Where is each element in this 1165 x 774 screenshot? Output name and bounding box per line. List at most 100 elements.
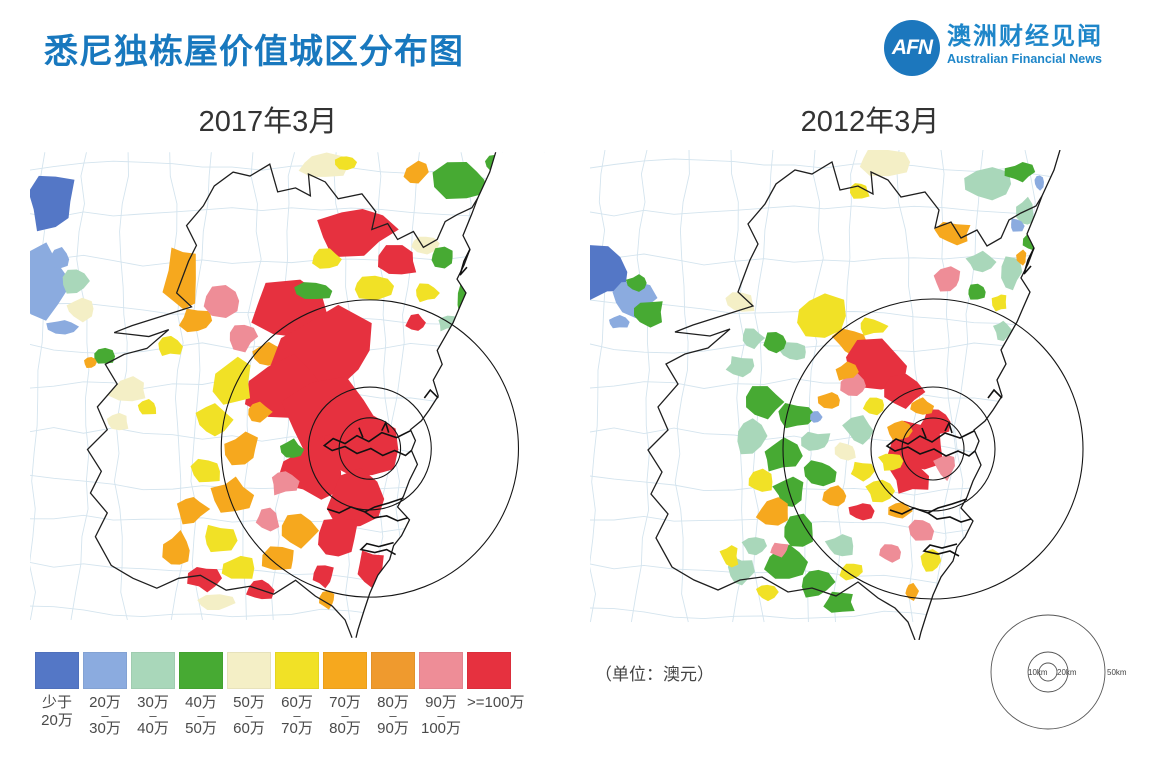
map-patch [810, 411, 823, 423]
map-patch [835, 361, 859, 381]
panel-title-2012: 2012年3月 [800, 106, 940, 138]
map-patch [634, 301, 663, 328]
map-patch [910, 397, 935, 415]
map-patch [176, 497, 211, 525]
map-patch [859, 150, 911, 177]
afn-logo-abbr: AFN [891, 36, 933, 59]
map-patch [431, 246, 453, 269]
map-patch [403, 160, 429, 184]
map-patch [742, 328, 766, 350]
map-patch [334, 156, 358, 171]
map-patch [905, 582, 919, 601]
map-patch [839, 563, 863, 581]
map-patch [908, 519, 935, 541]
map-patch [842, 415, 874, 445]
map-patch [187, 567, 223, 593]
map-patch [801, 569, 836, 598]
afn-logo-text: 澳洲财经见闻 Australian Financial News [947, 20, 1103, 67]
map-patch [203, 285, 240, 319]
map-patch [1001, 256, 1023, 291]
map-patch [879, 544, 901, 563]
map-patch [405, 313, 426, 331]
map-patch [934, 221, 971, 246]
map-patch [725, 356, 755, 378]
map-patch [84, 357, 97, 368]
legend-label: >=100万 [467, 694, 525, 711]
map-patch [312, 565, 334, 589]
map-patch [106, 412, 129, 431]
map-patch [993, 320, 1012, 342]
map-patch [190, 458, 220, 483]
page-title: 悉尼独栋屋价值城区分布图 [44, 33, 464, 71]
map-patch [801, 431, 831, 451]
map-patch [294, 282, 333, 299]
map-patch [840, 373, 866, 396]
map-patch [62, 269, 90, 294]
legend-label: 70万 –80万 [329, 694, 361, 737]
map-patch [212, 356, 251, 405]
map-patch [860, 317, 889, 336]
map-patch [803, 460, 837, 487]
map-patch [178, 308, 213, 333]
map-patch [66, 297, 94, 323]
map-patch [770, 542, 789, 558]
map-patch [94, 347, 116, 364]
legend-swatch [227, 652, 271, 689]
map-patch [965, 250, 997, 273]
map-2017 [30, 150, 570, 640]
legend-label: 80万 –90万 [377, 694, 409, 737]
map-patch [964, 167, 1012, 201]
map-patch [46, 320, 80, 335]
legend-band-9: >=100万 [467, 652, 525, 738]
map-patch [50, 246, 70, 268]
map-patch [888, 502, 913, 519]
map-patch [221, 555, 255, 579]
map-patch [748, 468, 773, 492]
panel-title-2017: 2017年3月 [198, 106, 338, 138]
legend-label: 40万 –50万 [185, 694, 217, 737]
map-patch [318, 518, 359, 557]
legend-label: 60万 –70万 [281, 694, 313, 737]
legend-swatch [323, 652, 367, 689]
legend-band-6: 70万 –80万 [323, 652, 367, 738]
map-patch [625, 274, 647, 292]
map-patch [764, 437, 803, 472]
legend-band-4: 50万 –60万 [227, 652, 271, 738]
map-patch [878, 453, 904, 471]
map-patch [968, 283, 986, 300]
afn-logo-icon: AFN [884, 20, 940, 76]
map-patch [889, 460, 929, 494]
map-patch [271, 471, 300, 496]
map-patch [248, 401, 273, 423]
map-patch [162, 530, 190, 565]
map-patch [255, 507, 280, 532]
map-patch [210, 476, 255, 513]
map-patch [933, 454, 955, 482]
scale-label-10km: 10km [1028, 668, 1048, 677]
map-patch [137, 399, 157, 415]
legend-band-1: 20万 –30万 [83, 652, 127, 738]
map-patch [817, 392, 840, 409]
map-2012-canvas [590, 150, 1135, 640]
legend-swatch [467, 652, 511, 689]
map-patch [920, 549, 942, 572]
map-patch [737, 418, 768, 455]
map-patch [887, 420, 913, 441]
afn-logo: AFN 澳洲财经见闻 Australian Financial News [884, 20, 1103, 76]
map-patch [377, 245, 417, 275]
map-patch [312, 248, 342, 269]
legend-swatch [275, 652, 319, 689]
legend-band-3: 40万 –50万 [179, 652, 223, 738]
legend-swatch [419, 652, 463, 689]
map-patch [612, 281, 658, 319]
legend-swatch [371, 652, 415, 689]
map-patch [197, 594, 236, 611]
legend-swatch [83, 652, 127, 689]
map-patch [229, 324, 259, 353]
map-patch [324, 415, 399, 476]
map-patch [865, 479, 895, 503]
map-2017-patches [30, 152, 562, 611]
map-patch [822, 485, 847, 507]
map-patch [741, 537, 767, 556]
